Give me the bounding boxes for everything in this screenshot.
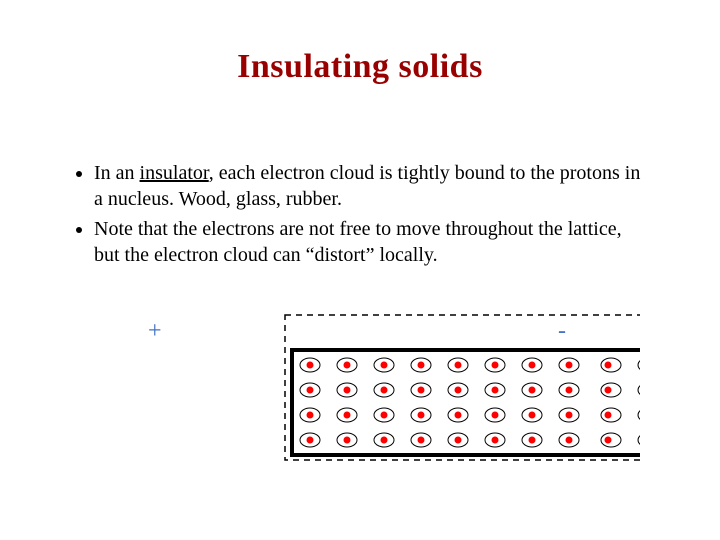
bullet-list: In an insulator, each electron cloud is … bbox=[72, 160, 652, 272]
slide-title: Insulating solids bbox=[0, 48, 720, 86]
bullet-underline: insulator bbox=[140, 162, 209, 184]
lattice-diagram: + bbox=[120, 310, 640, 490]
bullet-text: Note that the electrons are not free to … bbox=[94, 218, 622, 266]
bullet-text: In an bbox=[94, 162, 140, 184]
bullet-item: In an insulator, each electron cloud is … bbox=[94, 160, 652, 212]
bullet-item: Note that the electrons are not free to … bbox=[94, 216, 652, 268]
